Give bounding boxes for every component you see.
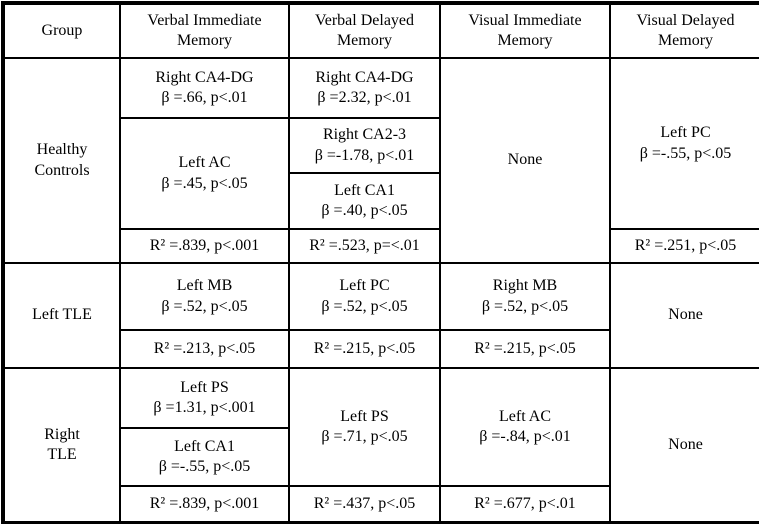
cell-hc-verbal-immediate-r2: R² =.839, p<.001 [119, 228, 290, 264]
header-row: Group Verbal Immediate Memory Verbal Del… [2, 2, 759, 59]
region-label: Right MB [492, 277, 558, 295]
cell-ltle-verbal-immediate-r2: R² =.213, p<.05 [119, 329, 290, 369]
table-row: Right TLE Left PS β =1.31, p<.001 Left P… [2, 367, 759, 524]
header-verbal-immediate-memory: Verbal Immediate Memory [119, 2, 290, 59]
region-label: Left CA1 [334, 181, 395, 199]
region-label: Right CA2-3 [322, 126, 407, 144]
cell-hc-verbal-delayed-3: Left CA1 β =.40, p<.05 [288, 172, 441, 230]
table-row: Healthy Controls Right CA4-DG β =.66, p<… [2, 57, 759, 264]
region-label: Right CA4-DG [315, 68, 414, 86]
beta-stat: β =1.31, p<.001 [153, 399, 256, 416]
beta-stat: β =.71, p<.05 [321, 428, 408, 445]
cell-hc-verbal-delayed-r2: R² =.523, p=<.01 [288, 228, 441, 264]
cell-ltle-visual-delayed-none: None [609, 262, 759, 369]
header-visual-delayed-memory: Visual Delayed Memory [609, 2, 759, 59]
table-row: R² =.839, p<.001 R² =.523, p=<.01 R² =.2… [3, 228, 759, 264]
cell-hc-verbal-delayed-2: Right CA2-3 β =-1.78, p<.01 [288, 117, 441, 174]
cell-rtle-visual-immediate-r2: R² =.677, p<.01 [439, 485, 611, 524]
region-label: Left AC [178, 154, 231, 172]
region-label: Left PC [660, 124, 711, 142]
cell-rtle-verbal-delayed-r2: R² =.437, p<.05 [288, 485, 441, 524]
beta-stat: β =-.84, p<.01 [479, 428, 571, 445]
table-row: Left CA1 β =.40, p<.05 [3, 172, 759, 230]
table-row: R² =.839, p<.001 R² =.437, p<.05 R² =.67… [3, 485, 759, 524]
header-group: Group [2, 2, 121, 59]
beta-stat: β =.45, p<.05 [161, 174, 248, 192]
region-label: Left MB [176, 277, 233, 295]
table-row: Left TLE Left MB β =.52, p<.05 Left PC β… [2, 262, 759, 369]
beta-stat: β =.52, p<.05 [481, 297, 569, 315]
cell-hc-visual-delayed-r2: R² =.251, p<.05 [609, 228, 759, 264]
table-row: Left AC β =.45, p<.05 Right CA2-3 β =-1.… [3, 117, 759, 230]
cell-rtle-visual-delayed-none: None [609, 367, 759, 524]
cell-rtle-verbal-immediate-r2: R² =.839, p<.001 [119, 485, 290, 524]
region-label: Left PS [340, 407, 389, 425]
table-row: Left CA1 β =-.55, p<.05 [3, 427, 759, 487]
beta-stat: β =-1.78, p<.01 [314, 146, 415, 164]
cell-ltle-visual-immediate-r2: R² =.215, p<.05 [439, 329, 611, 369]
cell-ltle-verbal-delayed-1: Left PC β =.52, p<.05 [288, 262, 441, 331]
beta-stat: β =2.32, p<.01 [317, 89, 412, 106]
cell-ltle-verbal-delayed-r2: R² =.215, p<.05 [288, 329, 441, 369]
cell-rtle-verbal-immediate-1: Left PS β =1.31, p<.001 [119, 367, 290, 429]
cell-hc-verbal-delayed-1: Right CA4-DG β =2.32, p<.01 [288, 57, 441, 119]
region-label: Left PC [339, 277, 390, 295]
beta-stat: β =.40, p<.05 [321, 202, 408, 219]
header-verbal-delayed-memory: Verbal Delayed Memory [288, 2, 441, 59]
cell-rtle-visual-immediate-1: Left AC β =-.84, p<.01 [439, 367, 611, 487]
header-visual-immediate-memory: Visual Immediate Memory [439, 2, 611, 59]
cell-hc-visual-delayed-1: Left PC β =-.55, p<.05 [609, 57, 759, 230]
beta-stat: β =-.55, p<.05 [639, 144, 732, 162]
cell-hc-verbal-immediate-2: Left AC β =.45, p<.05 [119, 117, 290, 230]
beta-stat: β =-.55, p<.05 [158, 458, 251, 475]
beta-stat: β =.52, p<.05 [161, 297, 248, 315]
region-label: Left PS [180, 378, 229, 396]
table-row: R² =.213, p<.05 R² =.215, p<.05 R² =.215… [3, 329, 759, 369]
region-label: Left CA1 [174, 437, 235, 455]
cell-ltle-verbal-immediate-1: Left MB β =.52, p<.05 [119, 262, 290, 331]
cell-hc-verbal-immediate-1: Right CA4-DG β =.66, p<.01 [119, 57, 290, 119]
beta-stat: β =.52, p<.05 [321, 297, 408, 315]
cell-rtle-verbal-delayed-1: Left PS β =.71, p<.05 [288, 367, 441, 487]
cell-group-left-tle: Left TLE [2, 262, 121, 369]
region-label: Left AC [499, 407, 551, 425]
cell-hc-visual-immediate-none: None [439, 57, 611, 264]
cell-group-right-tle: Right TLE [2, 367, 121, 524]
cell-ltle-visual-immediate-1: Right MB β =.52, p<.05 [439, 262, 611, 331]
beta-stat: β =.66, p<.01 [161, 89, 248, 106]
region-label: Right CA4-DG [155, 68, 254, 86]
cell-group-healthy-controls: Healthy Controls [2, 57, 121, 264]
cell-rtle-verbal-immediate-2: Left CA1 β =-.55, p<.05 [119, 427, 290, 487]
